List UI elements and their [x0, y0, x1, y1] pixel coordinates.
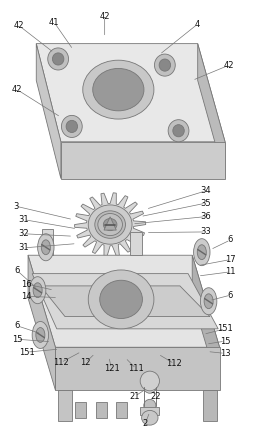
- Polygon shape: [116, 402, 127, 418]
- Text: 6: 6: [14, 321, 20, 330]
- Text: 32: 32: [19, 229, 29, 238]
- Ellipse shape: [48, 48, 68, 70]
- Ellipse shape: [61, 115, 82, 137]
- Text: 36: 36: [200, 212, 211, 221]
- Text: 151: 151: [19, 348, 35, 357]
- Text: 17: 17: [225, 255, 236, 264]
- Polygon shape: [140, 408, 160, 415]
- Ellipse shape: [33, 283, 42, 298]
- Polygon shape: [198, 43, 225, 179]
- Text: 42: 42: [12, 85, 22, 94]
- Polygon shape: [97, 402, 108, 418]
- Text: 13: 13: [220, 349, 230, 358]
- Text: 6: 6: [228, 235, 233, 245]
- Text: 15: 15: [12, 335, 22, 344]
- Ellipse shape: [194, 239, 210, 266]
- Polygon shape: [130, 232, 142, 255]
- Polygon shape: [56, 347, 219, 390]
- Ellipse shape: [197, 245, 206, 260]
- Polygon shape: [40, 286, 210, 317]
- Ellipse shape: [53, 53, 64, 65]
- Ellipse shape: [29, 277, 46, 304]
- Text: 15: 15: [220, 337, 230, 346]
- Polygon shape: [42, 229, 53, 255]
- Text: 2: 2: [142, 420, 148, 428]
- Text: 4: 4: [195, 19, 200, 28]
- Ellipse shape: [93, 68, 144, 111]
- Text: 112: 112: [167, 359, 182, 368]
- Ellipse shape: [88, 270, 154, 329]
- Text: 14: 14: [21, 292, 32, 301]
- Polygon shape: [32, 274, 218, 329]
- Ellipse shape: [168, 120, 189, 142]
- Polygon shape: [36, 43, 225, 142]
- Polygon shape: [61, 142, 225, 179]
- Text: 33: 33: [200, 227, 211, 237]
- Polygon shape: [75, 193, 146, 256]
- Text: 31: 31: [19, 243, 29, 253]
- Polygon shape: [75, 402, 86, 418]
- Text: 42: 42: [224, 61, 234, 70]
- Polygon shape: [104, 217, 116, 230]
- Ellipse shape: [100, 280, 142, 319]
- Text: 31: 31: [19, 215, 29, 224]
- Text: 151: 151: [217, 324, 233, 333]
- Text: 112: 112: [53, 358, 69, 367]
- Ellipse shape: [32, 322, 49, 349]
- Ellipse shape: [36, 327, 45, 342]
- Polygon shape: [36, 43, 61, 179]
- Text: 3: 3: [13, 202, 18, 211]
- Polygon shape: [28, 255, 219, 347]
- Text: 22: 22: [150, 392, 161, 401]
- Text: 121: 121: [104, 364, 119, 373]
- Ellipse shape: [95, 211, 125, 238]
- Ellipse shape: [173, 124, 184, 137]
- Text: 12: 12: [80, 358, 91, 367]
- Polygon shape: [28, 255, 56, 390]
- Ellipse shape: [98, 214, 122, 236]
- Ellipse shape: [88, 205, 132, 244]
- Ellipse shape: [200, 288, 217, 315]
- Ellipse shape: [83, 60, 154, 119]
- Ellipse shape: [142, 410, 158, 425]
- Ellipse shape: [38, 234, 54, 261]
- Text: 21: 21: [130, 392, 140, 401]
- Ellipse shape: [66, 120, 78, 132]
- Text: 111: 111: [128, 364, 144, 373]
- Polygon shape: [192, 255, 219, 390]
- Text: 41: 41: [49, 18, 59, 27]
- Ellipse shape: [155, 54, 175, 76]
- Text: 16: 16: [21, 280, 32, 288]
- Text: 6: 6: [14, 266, 20, 275]
- Ellipse shape: [159, 59, 170, 71]
- Ellipse shape: [41, 240, 50, 255]
- Text: 42: 42: [100, 12, 110, 20]
- Text: 11: 11: [225, 267, 236, 276]
- Ellipse shape: [103, 218, 117, 231]
- Ellipse shape: [140, 371, 160, 391]
- Ellipse shape: [144, 381, 156, 393]
- Text: 42: 42: [13, 21, 24, 30]
- Polygon shape: [203, 390, 217, 421]
- Text: 34: 34: [200, 187, 211, 195]
- Ellipse shape: [144, 400, 156, 412]
- Polygon shape: [58, 390, 72, 421]
- Text: 35: 35: [200, 198, 211, 208]
- Ellipse shape: [204, 294, 213, 309]
- Text: 6: 6: [228, 291, 233, 299]
